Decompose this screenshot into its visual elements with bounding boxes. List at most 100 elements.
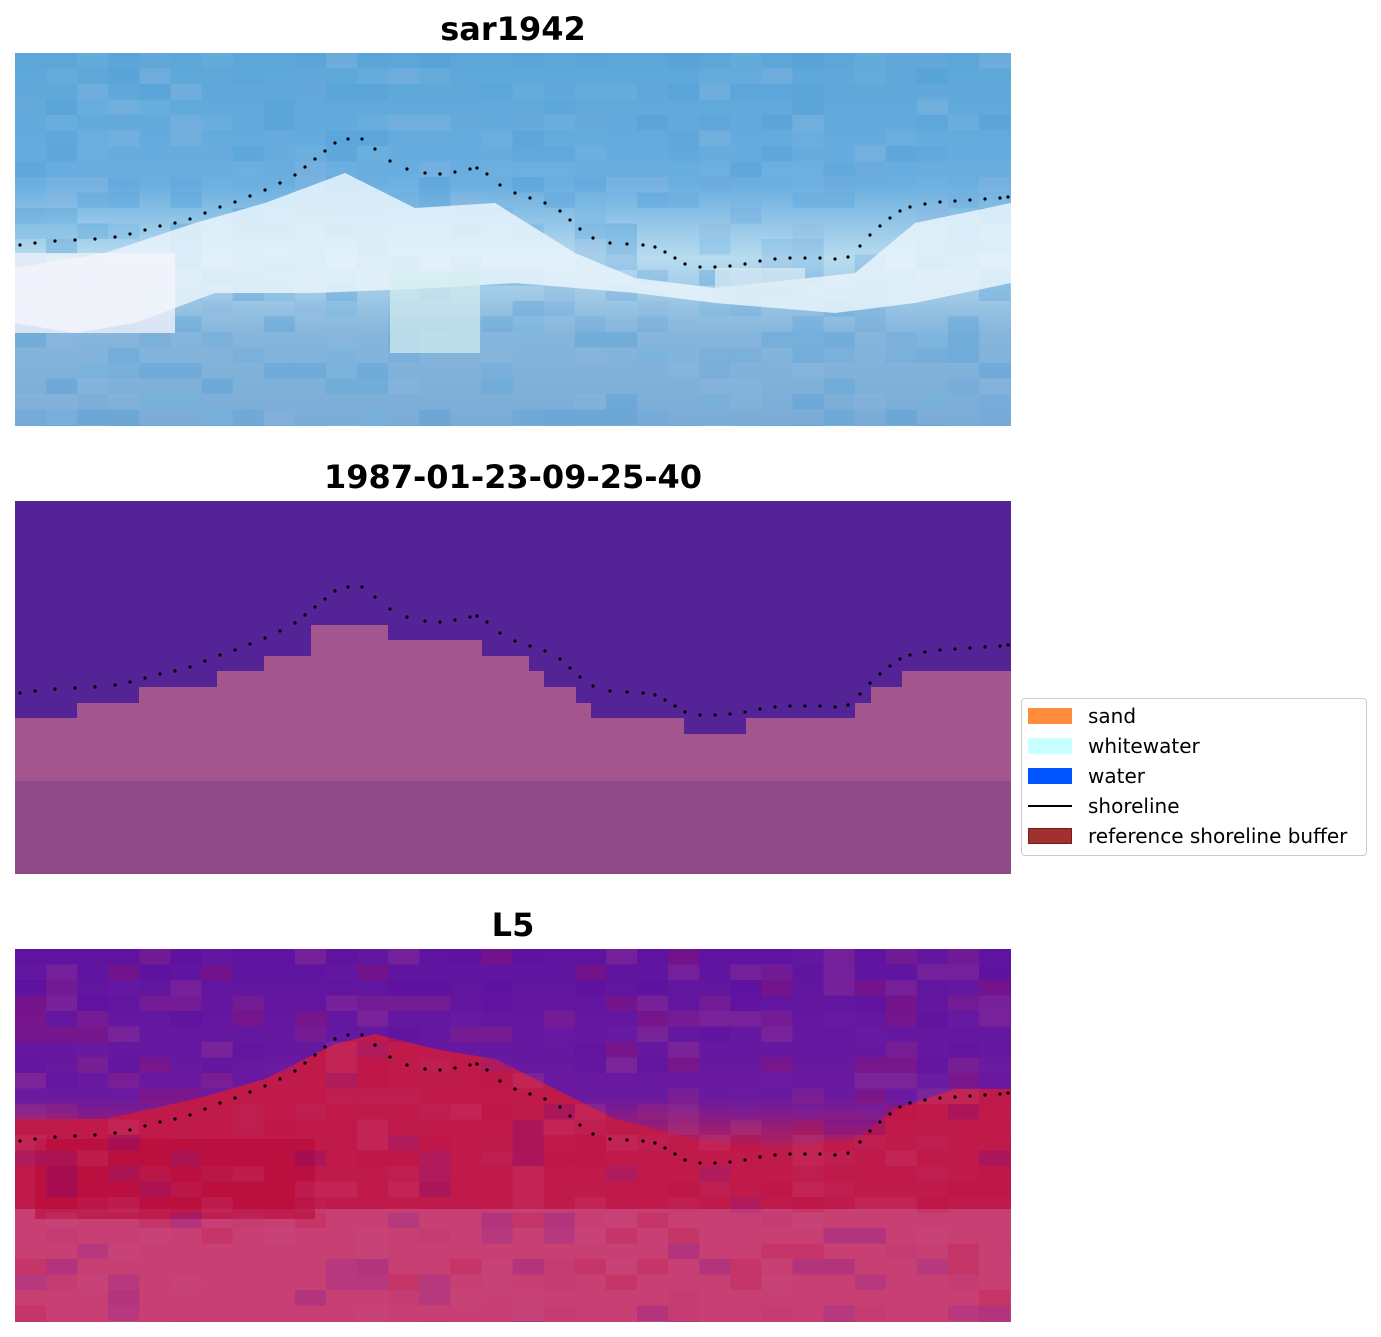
image-pixel (357, 425, 389, 426)
image-pixel (854, 1119, 886, 1135)
image-pixel (450, 1290, 482, 1306)
shoreline-point (293, 1069, 297, 1073)
image-pixel (761, 1011, 793, 1027)
image-pixel (77, 223, 109, 239)
image-pixel (792, 115, 824, 131)
image-pixel (326, 1088, 358, 1104)
image-pixel (823, 1011, 855, 1027)
image-pixel (637, 1259, 669, 1275)
shoreline-point (313, 1053, 317, 1057)
image-pixel (792, 223, 824, 239)
image-pixel (823, 68, 855, 84)
shoreline-point (128, 1128, 132, 1132)
shoreline-point (173, 1117, 177, 1121)
image-pixel (450, 1259, 482, 1275)
image-pixel (948, 1104, 980, 1120)
image-pixel (419, 1181, 451, 1197)
shoreline-point (388, 607, 392, 611)
classification-image (15, 501, 1011, 874)
image-pixel (948, 1057, 980, 1073)
image-pixel (574, 1135, 606, 1151)
image-pixel (948, 316, 980, 332)
image-pixel (948, 995, 980, 1011)
image-pixel (294, 161, 326, 177)
shoreline-point (528, 196, 532, 200)
image-pixel (948, 949, 980, 965)
shoreline-point (313, 605, 317, 609)
image-pixel (668, 146, 700, 162)
shoreline-point (938, 1096, 942, 1100)
image-pixel (294, 53, 326, 69)
image-pixel (77, 1057, 109, 1073)
shoreline-point (333, 1037, 337, 1041)
image-pixel (481, 980, 513, 996)
shoreline-point (788, 704, 792, 708)
image-pixel (46, 146, 78, 162)
image-pixel (543, 301, 575, 317)
image-pixel (699, 1026, 731, 1042)
image-pixel (574, 316, 606, 332)
image-pixel (792, 1259, 824, 1275)
image-pixel (574, 1119, 606, 1135)
image-pixel (357, 1243, 389, 1259)
image-pixel (543, 285, 575, 301)
image-pixel (668, 316, 700, 332)
image-pixel (823, 409, 855, 425)
image-pixel (761, 1212, 793, 1228)
image-pixel (46, 223, 78, 239)
legend-label: water (1088, 764, 1145, 788)
image-pixel (201, 332, 233, 348)
image-pixel (357, 995, 389, 1011)
image-pixel (668, 964, 700, 980)
image-pixel (605, 1259, 637, 1275)
shoreline-point (218, 205, 222, 209)
image-pixel (948, 980, 980, 996)
image-pixel (419, 425, 451, 426)
image-pixel (885, 409, 917, 425)
image-pixel (139, 99, 171, 115)
image-pixel (574, 223, 606, 239)
image-pixel (543, 192, 575, 208)
image-pixel (170, 1197, 202, 1213)
image-pixel (201, 425, 233, 426)
image-pixel (201, 1181, 233, 1197)
image-pixel (108, 192, 140, 208)
image-pixel (668, 1104, 700, 1120)
shoreline-point (968, 198, 972, 202)
image-pixel (1010, 1150, 1011, 1166)
shoreline-point (405, 1063, 409, 1067)
shoreline-point (158, 1120, 162, 1124)
image-pixel (294, 1150, 326, 1166)
image-pixel (170, 84, 202, 100)
image-pixel (885, 1088, 917, 1104)
sand-swatch (1028, 708, 1072, 724)
image-pixel (15, 425, 47, 426)
shoreline-point (293, 173, 297, 177)
image-pixel (885, 1057, 917, 1073)
image-pixel (201, 1073, 233, 1089)
image-pixel (730, 84, 762, 100)
image-pixel (388, 995, 420, 1011)
shoreline-point (663, 250, 667, 254)
image-pixel (792, 1166, 824, 1182)
image-pixel (232, 409, 264, 425)
image-pixel (450, 1026, 482, 1042)
shoreline-point (773, 705, 777, 709)
shoreline-point (438, 1068, 442, 1072)
image-pixel (761, 68, 793, 84)
image-pixel (605, 949, 637, 965)
image-pixel (885, 332, 917, 348)
shoreline-point (475, 1062, 479, 1066)
image-pixel (15, 1088, 47, 1104)
image-pixel (823, 964, 855, 980)
image-pixel (668, 130, 700, 146)
image-pixel (605, 1166, 637, 1182)
image-pixel (948, 378, 980, 394)
image-pixel (637, 1305, 669, 1321)
image-pixel (574, 239, 606, 255)
image-pixel (512, 1119, 544, 1135)
image-pixel (294, 146, 326, 162)
image-pixel (77, 995, 109, 1011)
image-pixel (761, 1274, 793, 1290)
shoreline-point (698, 1161, 702, 1165)
